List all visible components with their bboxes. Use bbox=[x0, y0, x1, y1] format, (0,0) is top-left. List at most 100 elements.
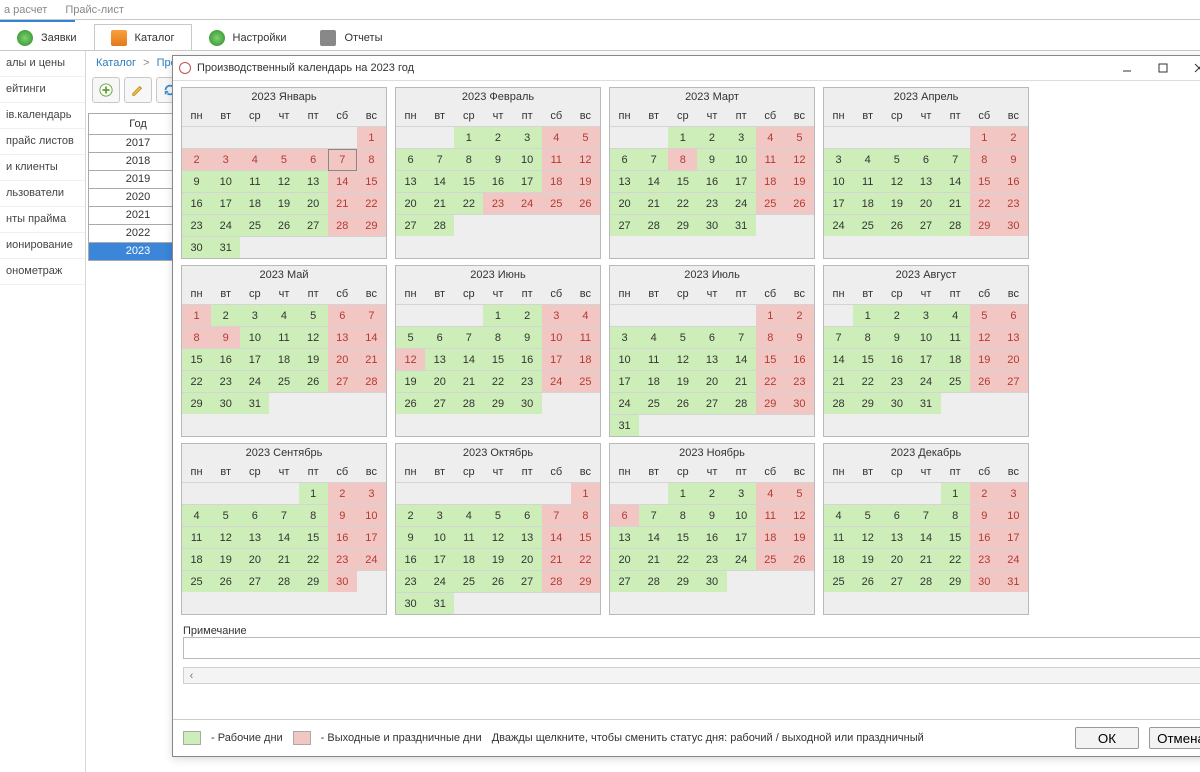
calendar-day[interactable]: 25 bbox=[941, 371, 970, 393]
calendar-day[interactable]: 29 bbox=[299, 571, 328, 593]
calendar-day[interactable]: 5 bbox=[269, 149, 298, 171]
breadcrumb-root[interactable]: Каталог bbox=[96, 57, 136, 69]
calendar-day[interactable]: 1 bbox=[483, 305, 512, 327]
calendar-day[interactable]: 13 bbox=[911, 171, 940, 193]
calendar-day[interactable]: 26 bbox=[882, 215, 911, 237]
calendar-day[interactable]: 8 bbox=[853, 327, 882, 349]
calendar-day[interactable]: 28 bbox=[454, 393, 483, 415]
calendar-day[interactable]: 15 bbox=[182, 349, 211, 371]
calendar-day[interactable]: 23 bbox=[882, 371, 911, 393]
calendar-day[interactable]: 25 bbox=[269, 371, 298, 393]
calendar-day[interactable]: 27 bbox=[610, 215, 639, 237]
calendar-day[interactable]: 18 bbox=[756, 527, 785, 549]
calendar-day[interactable]: 3 bbox=[357, 483, 386, 505]
calendar-day[interactable]: 2 bbox=[697, 483, 726, 505]
calendar-day[interactable]: 12 bbox=[269, 171, 298, 193]
calendar-day[interactable]: 4 bbox=[824, 505, 853, 527]
calendar-day[interactable]: 29 bbox=[756, 393, 785, 415]
calendar-day[interactable]: 1 bbox=[454, 127, 483, 149]
horizontal-scrollbar[interactable]: ‹› bbox=[183, 667, 1200, 684]
calendar-day[interactable]: 20 bbox=[425, 371, 454, 393]
calendar-day[interactable]: 23 bbox=[697, 193, 726, 215]
sidebar-item[interactable]: ів.календарь bbox=[0, 103, 85, 129]
calendar-day[interactable]: 9 bbox=[211, 327, 240, 349]
calendar-day[interactable]: 19 bbox=[785, 527, 814, 549]
calendar-day[interactable]: 6 bbox=[240, 505, 269, 527]
calendar-day[interactable]: 8 bbox=[756, 327, 785, 349]
calendar-day[interactable]: 20 bbox=[610, 193, 639, 215]
calendar-day[interactable]: 24 bbox=[513, 193, 542, 215]
calendar-day[interactable]: 6 bbox=[513, 505, 542, 527]
calendar-day[interactable]: 31 bbox=[610, 415, 639, 437]
calendar-day[interactable]: 17 bbox=[211, 193, 240, 215]
calendar-day[interactable]: 12 bbox=[970, 327, 999, 349]
calendar-day[interactable]: 8 bbox=[483, 327, 512, 349]
calendar-day[interactable]: 28 bbox=[639, 215, 668, 237]
calendar-day[interactable]: 22 bbox=[483, 371, 512, 393]
sidebar-item[interactable]: и клиенты bbox=[0, 155, 85, 181]
calendar-day[interactable]: 5 bbox=[483, 505, 512, 527]
calendar-day[interactable]: 23 bbox=[211, 371, 240, 393]
calendar-day[interactable]: 1 bbox=[941, 483, 970, 505]
calendar-day[interactable]: 15 bbox=[668, 527, 697, 549]
calendar-day[interactable]: 1 bbox=[571, 483, 600, 505]
calendar-day[interactable]: 13 bbox=[513, 527, 542, 549]
calendar-day[interactable]: 19 bbox=[882, 193, 911, 215]
calendar-day[interactable]: 7 bbox=[542, 505, 571, 527]
calendar-day[interactable]: 20 bbox=[911, 193, 940, 215]
close-button[interactable] bbox=[1181, 56, 1200, 80]
calendar-day[interactable]: 20 bbox=[999, 349, 1028, 371]
calendar-day[interactable]: 28 bbox=[542, 571, 571, 593]
calendar-day[interactable]: 25 bbox=[571, 371, 600, 393]
calendar-day[interactable]: 7 bbox=[425, 149, 454, 171]
calendar-day[interactable]: 11 bbox=[240, 171, 269, 193]
calendar-day[interactable]: 14 bbox=[639, 171, 668, 193]
calendar-day[interactable]: 11 bbox=[756, 149, 785, 171]
calendar-day[interactable]: 4 bbox=[941, 305, 970, 327]
calendar-day[interactable]: 27 bbox=[328, 371, 357, 393]
calendar-day[interactable]: 16 bbox=[697, 527, 726, 549]
calendar-day[interactable]: 12 bbox=[483, 527, 512, 549]
calendar-day[interactable]: 15 bbox=[483, 349, 512, 371]
calendar-day[interactable]: 29 bbox=[668, 571, 697, 593]
calendar-day[interactable]: 1 bbox=[299, 483, 328, 505]
calendar-day[interactable]: 18 bbox=[269, 349, 298, 371]
calendar-day[interactable]: 2 bbox=[882, 305, 911, 327]
calendar-day[interactable]: 16 bbox=[970, 527, 999, 549]
calendar-day[interactable]: 8 bbox=[668, 505, 697, 527]
calendar-day[interactable]: 24 bbox=[357, 549, 386, 571]
calendar-day[interactable]: 20 bbox=[882, 549, 911, 571]
calendar-day[interactable]: 31 bbox=[425, 593, 454, 615]
calendar-day[interactable]: 21 bbox=[357, 349, 386, 371]
calendar-day[interactable]: 31 bbox=[727, 215, 756, 237]
calendar-day[interactable]: 6 bbox=[328, 305, 357, 327]
calendar-day[interactable]: 25 bbox=[756, 549, 785, 571]
calendar-day[interactable]: 27 bbox=[299, 215, 328, 237]
calendar-day[interactable]: 30 bbox=[182, 237, 211, 259]
calendar-day[interactable]: 1 bbox=[668, 127, 697, 149]
calendar-day[interactable]: 22 bbox=[853, 371, 882, 393]
calendar-day[interactable]: 8 bbox=[299, 505, 328, 527]
calendar-day[interactable]: 4 bbox=[639, 327, 668, 349]
calendar-day[interactable]: 28 bbox=[824, 393, 853, 415]
calendar-day[interactable]: 10 bbox=[999, 505, 1028, 527]
calendar-day[interactable]: 7 bbox=[328, 149, 357, 171]
calendar-day[interactable]: 21 bbox=[542, 549, 571, 571]
calendar-day[interactable]: 19 bbox=[396, 371, 425, 393]
calendar-day[interactable]: 29 bbox=[970, 215, 999, 237]
calendar-day[interactable]: 5 bbox=[396, 327, 425, 349]
calendar-day[interactable]: 22 bbox=[299, 549, 328, 571]
calendar-day[interactable]: 4 bbox=[454, 505, 483, 527]
calendar-day[interactable]: 9 bbox=[785, 327, 814, 349]
calendar-day[interactable]: 18 bbox=[853, 193, 882, 215]
calendar-day[interactable]: 25 bbox=[454, 571, 483, 593]
calendar-day[interactable]: 6 bbox=[697, 327, 726, 349]
calendar-day[interactable]: 13 bbox=[299, 171, 328, 193]
calendar-day[interactable]: 17 bbox=[999, 527, 1028, 549]
calendar-day[interactable]: 26 bbox=[299, 371, 328, 393]
calendar-day[interactable]: 9 bbox=[328, 505, 357, 527]
calendar-day[interactable]: 18 bbox=[454, 549, 483, 571]
calendar-day[interactable]: 10 bbox=[727, 505, 756, 527]
calendar-day[interactable]: 27 bbox=[911, 215, 940, 237]
calendar-day[interactable]: 15 bbox=[357, 171, 386, 193]
